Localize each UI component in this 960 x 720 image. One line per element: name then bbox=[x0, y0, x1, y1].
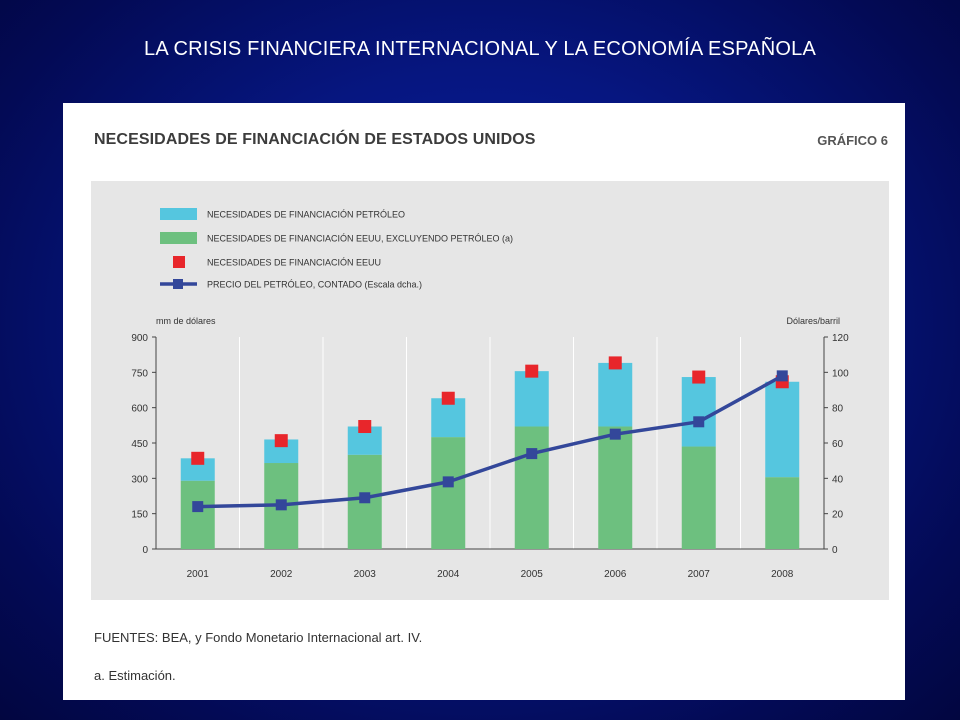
y-tick-label-left: 900 bbox=[131, 333, 148, 344]
x-tick-label: 2002 bbox=[270, 569, 293, 580]
bar-oil bbox=[598, 362, 633, 427]
bar-excl-oil bbox=[514, 426, 549, 549]
legend-swatch bbox=[160, 208, 197, 220]
oil-price-line bbox=[197, 374, 784, 509]
x-tick-label: 2006 bbox=[604, 569, 627, 580]
chart-svg: 0 150 300 450 600 750 900 0 20 40 60 80 100 120 2001 20… bbox=[131, 208, 849, 580]
source-note: FUENTES: BEA, y Fondo Monetario Internac… bbox=[94, 630, 423, 645]
legend-label: PRECIO DEL PETRÓLEO, CONTADO (Escala dch… bbox=[207, 280, 422, 290]
bar-excl-oil bbox=[598, 426, 633, 549]
legend-label: NECESIDADES DE FINANCIACIÓN EEUU, EXCLUY… bbox=[207, 234, 513, 244]
bar-oil bbox=[180, 458, 215, 481]
x-tick-label: 2008 bbox=[771, 569, 794, 580]
oil-price-point bbox=[776, 370, 788, 382]
marker-total-needs bbox=[608, 356, 622, 370]
legend-swatch bbox=[160, 232, 197, 244]
y-tick-label-right: 20 bbox=[832, 510, 844, 521]
marker-total-needs bbox=[274, 434, 288, 448]
oil-price-point bbox=[693, 416, 705, 428]
y-tick-label-left: 600 bbox=[131, 404, 148, 415]
bar-excl-oil bbox=[765, 477, 800, 549]
bar-oil bbox=[681, 377, 716, 447]
oil-price-point bbox=[359, 492, 371, 504]
bar-excl-oil bbox=[431, 437, 466, 549]
y-tick-label-left: 300 bbox=[131, 474, 148, 485]
figure-panel: NECESIDADES DE FINANCIACIÓN DE ESTADOS U… bbox=[63, 103, 905, 700]
marker-total-needs bbox=[441, 391, 455, 405]
x-tick-label: 2007 bbox=[688, 569, 711, 580]
bar-oil bbox=[765, 381, 800, 478]
figure-number: GRÁFICO 6 bbox=[817, 133, 888, 148]
y-tick-label-left: 150 bbox=[131, 510, 148, 521]
y-tick-label-right: 40 bbox=[832, 474, 844, 485]
x-tick-label: 2003 bbox=[354, 569, 377, 580]
y-tick-label-left: 750 bbox=[131, 368, 148, 379]
y-tick-label-left: 450 bbox=[131, 439, 148, 450]
oil-price-point bbox=[526, 448, 538, 460]
x-tick-label: 2004 bbox=[437, 569, 460, 580]
oil-price-point bbox=[442, 476, 454, 488]
y-axis-label-left: mm de dólares bbox=[156, 316, 216, 326]
bar-excl-oil bbox=[180, 480, 215, 549]
y-tick-label-left: 0 bbox=[142, 545, 148, 556]
marker-total-needs bbox=[692, 370, 706, 384]
legend-swatch-marker bbox=[173, 279, 183, 289]
bar-excl-oil bbox=[681, 446, 716, 549]
legend-label: NECESIDADES DE FINANCIACIÓN EEUU bbox=[207, 258, 381, 268]
legend-label: NECESIDADES DE FINANCIACIÓN PETRÓLEO bbox=[207, 210, 405, 220]
marker-total-needs bbox=[191, 451, 205, 465]
x-tick-label: 2001 bbox=[187, 569, 210, 580]
y-tick-label-right: 0 bbox=[832, 545, 838, 556]
marker-total-needs bbox=[358, 420, 372, 434]
bar-oil bbox=[514, 371, 549, 427]
x-tick-label: 2005 bbox=[521, 569, 544, 580]
slide-title: LA CRISIS FINANCIERA INTERNACIONAL Y LA … bbox=[144, 38, 816, 60]
oil-price-point bbox=[275, 499, 287, 511]
bar-oil bbox=[264, 439, 299, 464]
y-tick-label-right: 60 bbox=[832, 439, 844, 450]
y-tick-label-right: 120 bbox=[832, 333, 849, 344]
y-axis-label-right: Dólares/barril bbox=[786, 316, 840, 326]
y-tick-label-right: 80 bbox=[832, 404, 844, 415]
y-tick-label-right: 100 bbox=[832, 368, 849, 379]
chart-title: NECESIDADES DE FINANCIACIÓN DE ESTADOS U… bbox=[94, 131, 536, 148]
footnote: a. Estimación. bbox=[94, 668, 176, 683]
oil-price-point bbox=[192, 501, 204, 513]
oil-price-point bbox=[609, 428, 621, 440]
legend-swatch bbox=[173, 256, 185, 268]
marker-total-needs bbox=[525, 364, 539, 378]
